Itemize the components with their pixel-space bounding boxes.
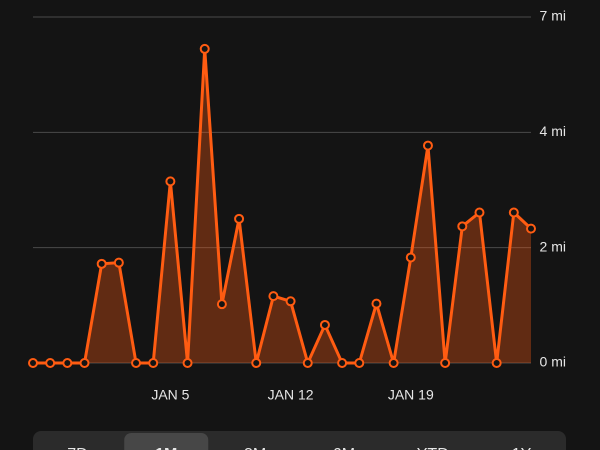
point: [457, 221, 468, 232]
point: [440, 358, 451, 368]
y-tick-label: 4 mi: [540, 123, 566, 139]
point: [79, 358, 90, 368]
point: [526, 223, 536, 234]
y-tick-label: 2 mi: [540, 238, 566, 254]
point: [28, 358, 38, 368]
tab-label[interactable]: 6M: [333, 446, 355, 450]
tab-label[interactable]: YTD: [417, 446, 449, 450]
tab-label[interactable]: 7D: [67, 446, 87, 450]
point: [113, 257, 124, 268]
point: [319, 319, 330, 330]
point: [405, 252, 416, 263]
x-tick-label: JAN 12: [268, 387, 314, 403]
point: [62, 358, 73, 368]
point: [165, 176, 176, 187]
point: [268, 291, 279, 302]
y-tick-label: 7 mi: [540, 8, 566, 24]
tab-bar: [33, 431, 566, 450]
tab-selected[interactable]: [124, 433, 209, 450]
point: [251, 358, 262, 368]
tab-label[interactable]: 1Y: [512, 446, 532, 450]
tab-label[interactable]: 1M: [155, 446, 177, 450]
point: [474, 207, 485, 218]
point: [388, 358, 399, 368]
point: [131, 358, 142, 368]
point: [148, 358, 159, 368]
point: [182, 358, 193, 368]
point: [371, 298, 382, 309]
x-tick-label: JAN 5: [151, 387, 189, 403]
point: [337, 358, 348, 368]
point: [422, 140, 433, 151]
point: [216, 299, 227, 310]
point: [508, 207, 519, 218]
point: [491, 358, 502, 368]
point: [285, 296, 296, 307]
point: [96, 258, 107, 269]
point: [354, 358, 365, 368]
point: [234, 213, 245, 224]
point: [199, 43, 210, 54]
tab-label[interactable]: 3M: [244, 446, 266, 450]
point: [45, 358, 56, 368]
x-tick-label: JAN 19: [388, 387, 434, 403]
point: [302, 358, 313, 368]
y-tick-label: 0 mi: [540, 354, 566, 370]
